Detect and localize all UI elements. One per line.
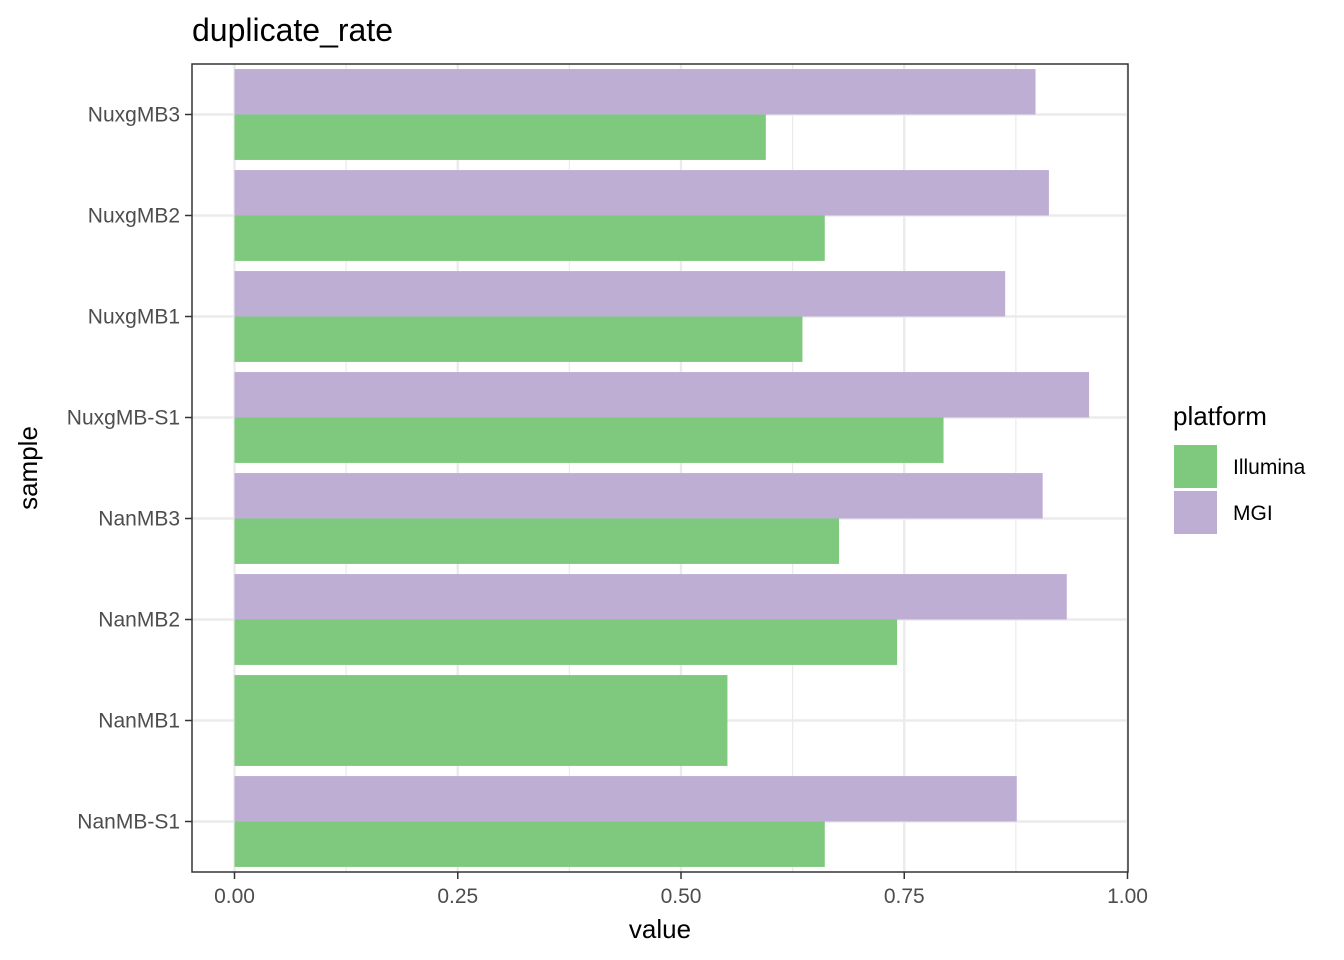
bars	[234, 69, 1090, 867]
y-axis: NuxgMB3 NuxgMB2 NuxgMB1 NuxgMB-S1 NanMB3 NanM…	[67, 104, 192, 834]
bar-mgi	[234, 69, 1036, 115]
legend-key-illumina	[1174, 445, 1217, 488]
chart-title: duplicate_rate	[192, 12, 393, 48]
y-tick-label: NanMB1	[98, 710, 180, 733]
plot-border	[191, 63, 1129, 873]
legend: platform Illumina MGI	[1173, 401, 1306, 534]
x-tick-label: 0.00	[214, 885, 255, 908]
bar-illumina	[234, 114, 766, 160]
legend-key-mgi	[1174, 491, 1217, 534]
bar-illumina	[234, 518, 840, 564]
y-tick-label: NanMB2	[98, 609, 180, 632]
bar-illumina	[234, 821, 825, 867]
legend-label: Illumina	[1233, 456, 1306, 479]
y-tick-label: NanMB-S1	[77, 811, 180, 834]
bar-mgi	[234, 170, 1049, 216]
bar-mgi	[234, 473, 1043, 519]
x-tick-label: 1.00	[1107, 885, 1148, 908]
bar-illumina	[234, 215, 825, 261]
legend-label: MGI	[1233, 502, 1273, 525]
x-tick-label: 0.25	[437, 885, 478, 908]
bar-mgi	[234, 372, 1090, 418]
bar-illumina	[234, 316, 803, 362]
bar-illumina	[234, 417, 944, 463]
x-tick-label: 0.50	[661, 885, 702, 908]
x-tick-label: 0.75	[884, 885, 925, 908]
y-tick-label: NuxgMB1	[88, 306, 180, 329]
y-tick-label: NuxgMB3	[88, 104, 180, 127]
legend-title: platform	[1173, 401, 1267, 431]
y-tick-label: NuxgMB-S1	[67, 407, 180, 430]
bar-illumina	[234, 675, 728, 766]
y-tick-label: NuxgMB2	[88, 205, 180, 228]
bar-mgi	[234, 574, 1067, 620]
x-axis: 0.00 0.25 0.50 0.75 1.00	[214, 872, 1148, 908]
x-axis-title: value	[629, 914, 691, 944]
y-axis-title: sample	[13, 426, 43, 510]
bar-mgi	[234, 776, 1017, 822]
panel-border-rect	[191, 63, 1129, 873]
bar-illumina	[234, 619, 898, 665]
y-tick-label: NanMB3	[98, 508, 180, 531]
bar-mgi	[234, 271, 1006, 317]
